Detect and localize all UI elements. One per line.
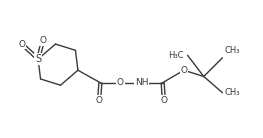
- Text: O: O: [160, 96, 167, 105]
- Text: O: O: [117, 78, 124, 87]
- Text: S: S: [35, 54, 41, 64]
- Text: O: O: [96, 96, 103, 105]
- Text: O: O: [180, 66, 187, 75]
- Text: CH₃: CH₃: [225, 46, 240, 55]
- Text: CH₃: CH₃: [225, 88, 240, 97]
- Text: O: O: [39, 36, 47, 45]
- Text: O: O: [18, 40, 25, 49]
- Text: H₃C: H₃C: [168, 51, 184, 60]
- Text: NH: NH: [135, 78, 148, 87]
